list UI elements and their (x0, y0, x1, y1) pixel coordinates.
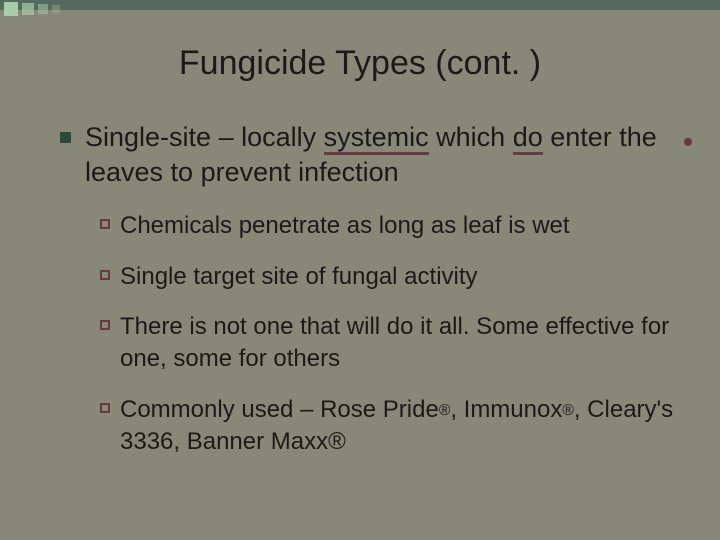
level2-text: Commonly used – Rose Pride®, Immunox®, C… (120, 394, 680, 459)
level2-text: There is not one that will do it all. So… (120, 311, 680, 376)
registered-mark: ® (562, 402, 574, 419)
accent-square-icon (22, 3, 34, 15)
level2-text: Single target site of fungal activity (120, 261, 680, 293)
accent-square-icon (38, 4, 48, 14)
text-fragment: Commonly used – Rose Pride (120, 396, 439, 423)
hollow-square-bullet-icon (100, 403, 110, 413)
underlined-text: systemic (324, 122, 429, 155)
accent-square-icon (4, 2, 18, 16)
sublist: Chemicals penetrate as long as leaf is w… (100, 210, 680, 458)
registered-mark: ® (439, 402, 451, 419)
corner-squares (4, 2, 60, 16)
slide-title: Fungicide Types (cont. ) (0, 44, 720, 83)
bullet-level2: Commonly used – Rose Pride®, Immunox®, C… (100, 394, 680, 459)
hollow-square-bullet-icon (100, 219, 110, 229)
hollow-square-bullet-icon (100, 320, 110, 330)
slide-content: Single-site – locally systemic which do … (60, 120, 680, 477)
accent-square-icon (52, 5, 60, 13)
bullet-level2: There is not one that will do it all. So… (100, 311, 680, 376)
underlined-text: do (513, 122, 543, 155)
square-bullet-icon (60, 132, 71, 143)
level2-text: Chemicals penetrate as long as leaf is w… (120, 210, 680, 242)
text-fragment: Single-site – locally (85, 122, 324, 152)
bullet-level2: Single target site of fungal activity (100, 261, 680, 293)
top-bar (0, 0, 720, 10)
text-fragment: which (429, 122, 513, 152)
bullet-level2: Chemicals penetrate as long as leaf is w… (100, 210, 680, 242)
text-fragment: , Immunox (450, 396, 562, 423)
level1-text: Single-site – locally systemic which do … (85, 120, 680, 190)
dot-accent-icon (684, 138, 692, 146)
slide: Fungicide Types (cont. ) Single-site – l… (0, 0, 720, 540)
hollow-square-bullet-icon (100, 270, 110, 280)
bullet-level1: Single-site – locally systemic which do … (60, 120, 680, 190)
